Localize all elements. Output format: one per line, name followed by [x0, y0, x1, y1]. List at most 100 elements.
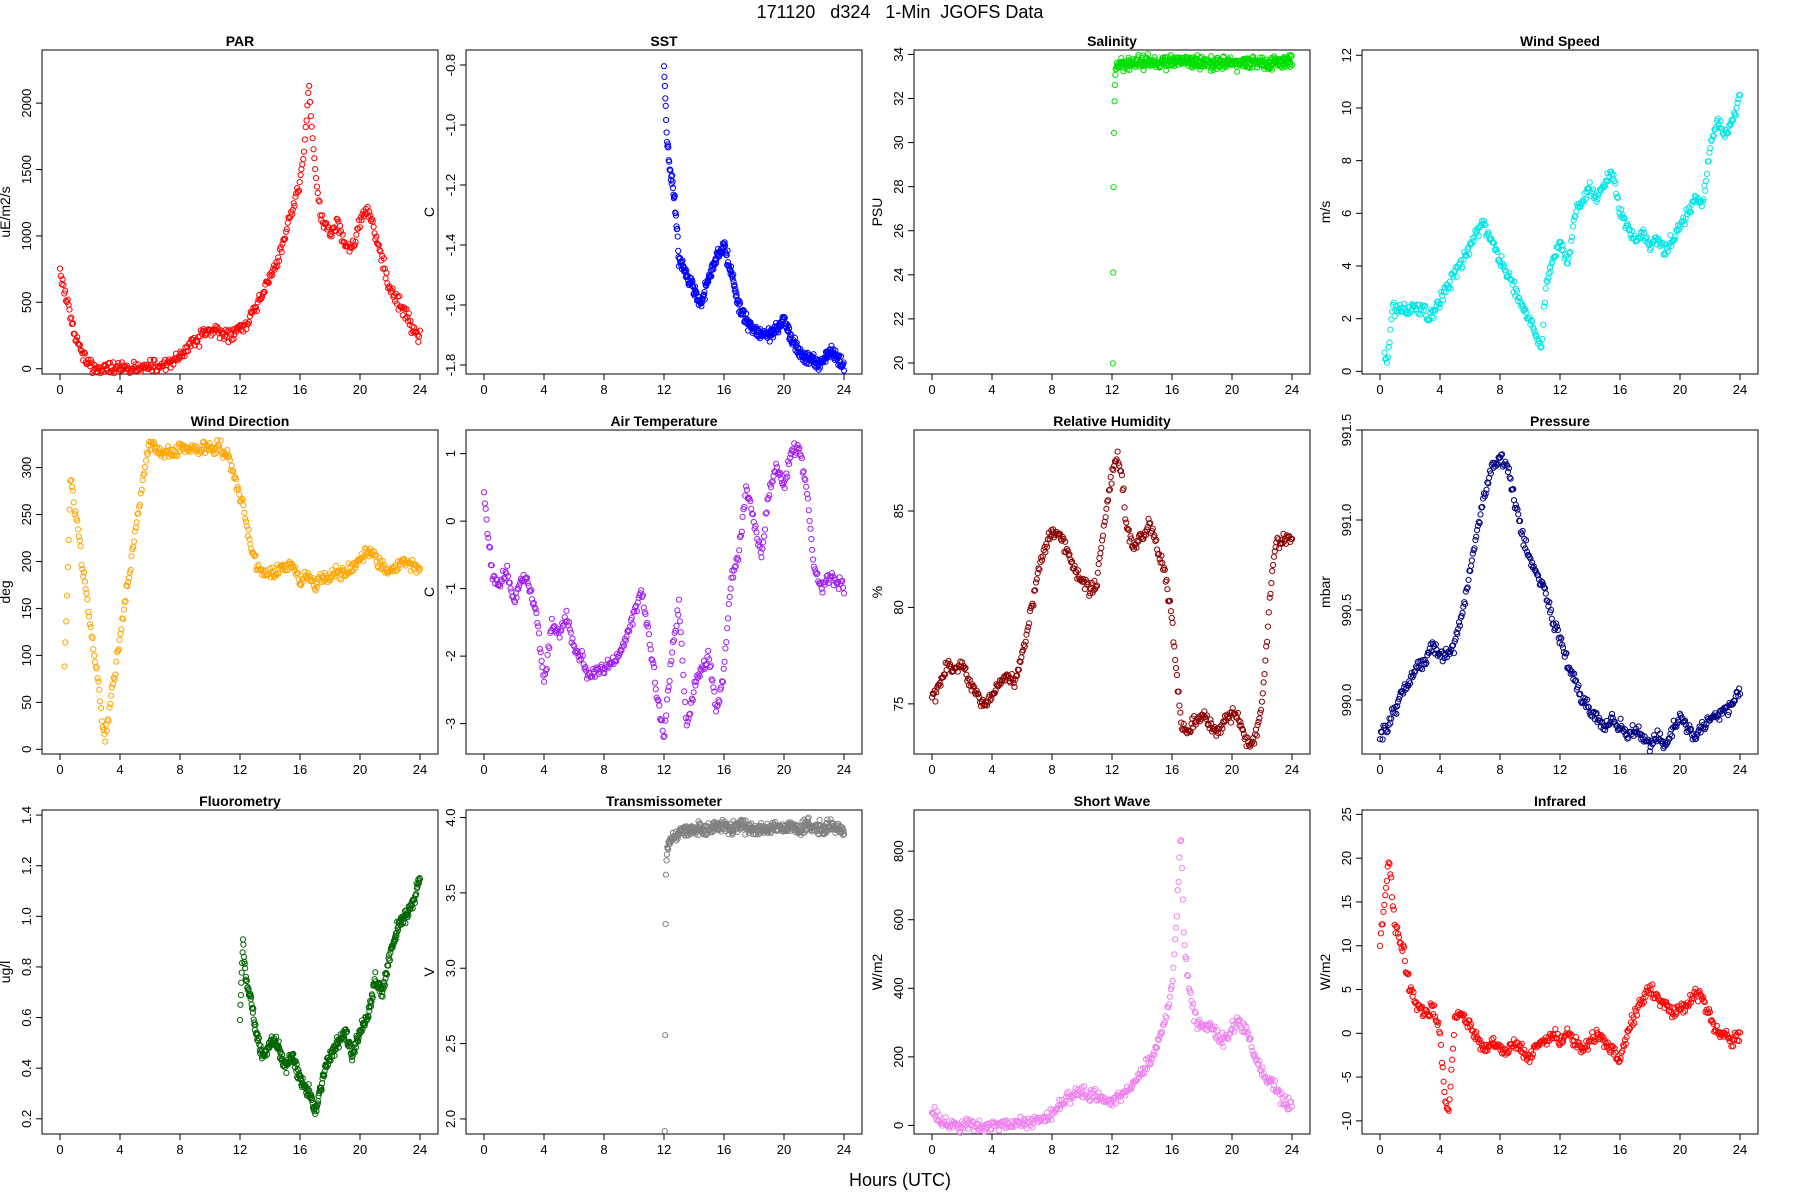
data-point: [781, 314, 788, 322]
data-point: [726, 593, 733, 601]
data-point: [1175, 688, 1182, 695]
data-point: [1058, 537, 1065, 544]
data-point: [1471, 233, 1478, 241]
data-point: [254, 1031, 261, 1038]
data-point: [1122, 1092, 1129, 1099]
data-point: [961, 1124, 968, 1132]
data-point: [936, 1112, 943, 1119]
y-tick-label: 20: [1339, 851, 1354, 865]
data-point: [677, 629, 684, 636]
y-tick-label: 0: [19, 365, 34, 372]
data-point: [1642, 235, 1649, 242]
data-point: [1396, 301, 1403, 308]
data-point: [967, 683, 974, 690]
data-point: [1090, 1087, 1097, 1094]
data-point: [1613, 193, 1621, 201]
data-point: [1288, 1103, 1296, 1110]
x-tick-label: 12: [1553, 1142, 1567, 1157]
data-point: [1166, 993, 1174, 1000]
data-point: [1469, 235, 1476, 242]
data-point: [59, 276, 66, 283]
data-point: [1504, 468, 1512, 475]
data-point: [1620, 214, 1627, 221]
data-point: [805, 818, 812, 825]
data-point: [1612, 180, 1619, 187]
data-point: [343, 1028, 351, 1035]
data-point: [237, 1001, 244, 1008]
data-point: [1669, 733, 1676, 740]
data-point: [647, 646, 654, 653]
data-point: [1542, 590, 1549, 597]
data-point: [132, 524, 139, 531]
data-point: [1208, 720, 1215, 727]
data-point: [123, 362, 131, 369]
data-point: [1136, 530, 1144, 538]
data-point: [537, 649, 544, 656]
data-point: [1022, 638, 1029, 645]
x-tick-label: 0: [928, 1142, 935, 1157]
data-point: [1273, 539, 1280, 546]
data-point: [141, 470, 148, 477]
data-point: [1385, 343, 1392, 351]
data-point: [1192, 1009, 1199, 1016]
data-point: [1087, 1097, 1094, 1104]
x-tick-label: 0: [56, 1142, 63, 1157]
data-point: [688, 695, 696, 702]
data-point: [371, 548, 378, 555]
data-point: [1207, 1019, 1214, 1027]
data-point: [516, 582, 523, 589]
data-point: [243, 518, 250, 525]
data-point: [796, 445, 803, 452]
data-point: [1473, 533, 1480, 540]
data-point: [1732, 112, 1739, 119]
data-point: [1498, 253, 1505, 260]
data-point: [736, 298, 743, 305]
data-point: [178, 353, 186, 360]
data-point: [1232, 1024, 1239, 1031]
data-point: [736, 818, 744, 825]
data-point: [1036, 566, 1043, 573]
data-point: [1044, 543, 1051, 550]
data-point: [248, 993, 255, 1000]
data-point: [504, 562, 511, 569]
data-point: [1246, 1036, 1254, 1043]
y-tick-label: 0.6: [19, 1009, 34, 1027]
data-point: [1516, 295, 1523, 302]
data-point: [255, 1035, 262, 1042]
data-point: [69, 320, 77, 327]
plot-frame: [41, 809, 439, 1135]
y-tick-label: 85: [891, 504, 906, 518]
data-point: [622, 637, 629, 644]
data-point: [1187, 989, 1194, 997]
data-point: [292, 1058, 299, 1065]
data-point: [1516, 517, 1524, 525]
panel-title: Fluorometry: [199, 793, 281, 809]
data-point: [125, 366, 132, 373]
data-point: [1465, 576, 1472, 584]
data-point: [669, 178, 676, 185]
data-point: [1111, 98, 1118, 105]
data-point: [1707, 145, 1714, 152]
data-point: [1258, 698, 1266, 705]
data-point: [727, 585, 734, 592]
data-point: [1053, 1105, 1060, 1113]
data-point: [305, 1081, 312, 1088]
data-point: [125, 579, 132, 586]
data-point: [1721, 133, 1728, 140]
data-point: [804, 495, 812, 502]
data-point: [1128, 1085, 1135, 1093]
data-point: [1662, 738, 1669, 746]
data-point: [377, 557, 384, 565]
x-tick-label: 0: [480, 1142, 487, 1157]
data-point: [1498, 451, 1506, 458]
data-point: [533, 609, 540, 617]
data-point: [1189, 1003, 1196, 1011]
data-point: [725, 601, 733, 608]
x-tick-label: 12: [1105, 1142, 1119, 1157]
data-point: [1208, 53, 1215, 60]
data-point: [779, 481, 787, 488]
